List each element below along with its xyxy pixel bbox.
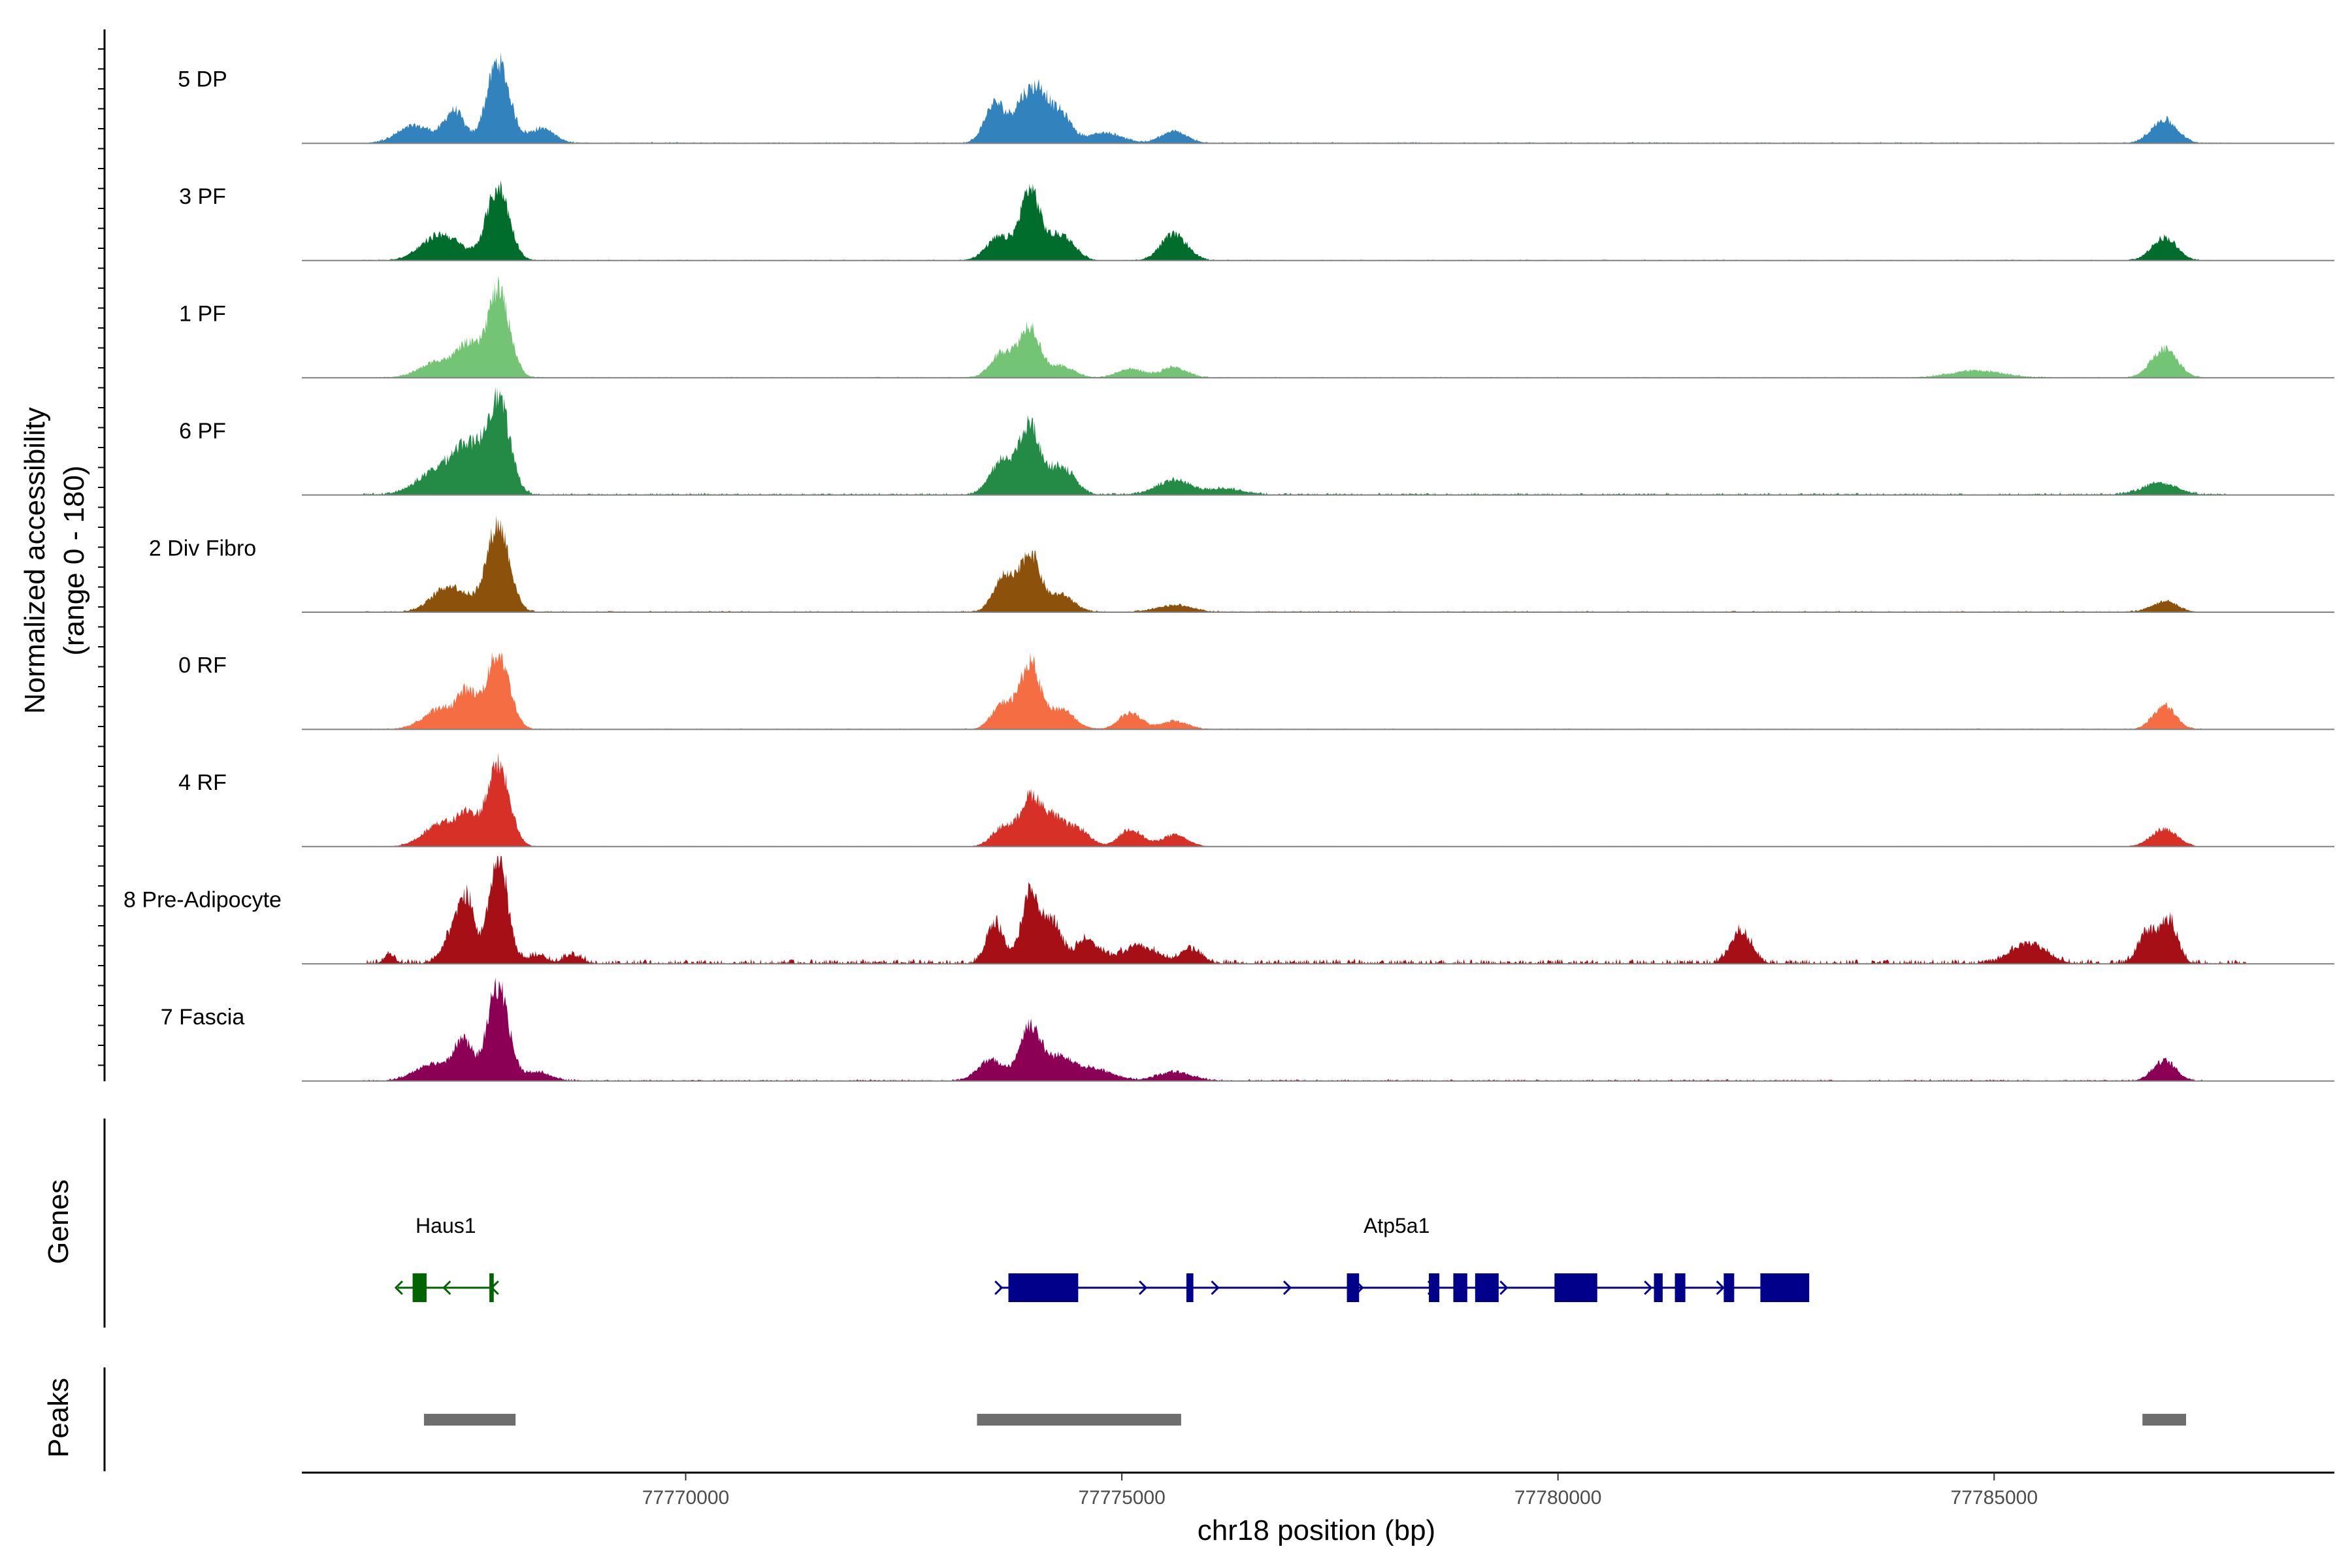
track-label: 1 PF bbox=[179, 302, 226, 327]
peaks-panel bbox=[103, 1367, 2187, 1471]
coverage-area bbox=[363, 752, 2195, 847]
track-label: 3 PF bbox=[179, 184, 226, 209]
x-tick-label: 77775000 bbox=[1078, 1487, 1165, 1509]
track-3-pf: 3 PF bbox=[179, 180, 2334, 261]
gene-exon bbox=[489, 1273, 494, 1302]
coverage-area bbox=[363, 856, 2247, 964]
x-axis: 77770000 77775000 77780000 77785000 bbox=[302, 1471, 2334, 1509]
gene-haus1: Haus1 bbox=[394, 1214, 499, 1302]
coverage-area bbox=[363, 515, 2195, 612]
track-2-div-fibro: 2 Div Fibro bbox=[149, 515, 2334, 613]
track-label: 5 DP bbox=[178, 67, 227, 92]
peaks-panel-title: Peaks bbox=[42, 1378, 74, 1458]
x-tick-label: 77785000 bbox=[1951, 1487, 2038, 1509]
track-label: 2 Div Fibro bbox=[149, 536, 256, 561]
gene-exon bbox=[1347, 1273, 1360, 1302]
gene-exon bbox=[1554, 1273, 1597, 1302]
track-label: 7 Fascia bbox=[161, 1005, 245, 1030]
track-label: 6 PF bbox=[179, 419, 226, 444]
gene-exon bbox=[1674, 1273, 1686, 1302]
coverage-area bbox=[363, 180, 2213, 261]
track-7-fascia: 7 Fascia bbox=[161, 977, 2334, 1082]
gene-label: Atp5a1 bbox=[1364, 1214, 1429, 1237]
coverage-area bbox=[363, 977, 2204, 1081]
track-6-pf: 6 PF bbox=[179, 387, 2334, 496]
strand-arrow bbox=[1282, 1280, 1292, 1296]
tracks-layer: 5 DP 3 PF 1 PF 6 PF 2 Div Fibro 0 RF 4 RF 8 Pre… bbox=[98, 29, 2334, 1082]
gene-exon bbox=[1475, 1273, 1499, 1302]
coverage-area bbox=[363, 387, 2230, 495]
track-1-pf: 1 PF bbox=[179, 276, 2334, 379]
strand-arrow bbox=[1644, 1280, 1653, 1296]
x-tick-label: 77780000 bbox=[1514, 1487, 1601, 1509]
track-label: 8 Pre-Adipocyte bbox=[123, 888, 282, 913]
gene-exon bbox=[1008, 1273, 1079, 1302]
y-axis-title: Normalized accessibility bbox=[19, 407, 51, 713]
gene-exon bbox=[1429, 1273, 1440, 1302]
track-5-dp: 5 DP bbox=[178, 52, 2334, 144]
strand-arrow bbox=[1716, 1280, 1725, 1296]
x-axis-title: chr18 position (bp) bbox=[1198, 1514, 1435, 1546]
peak-region bbox=[977, 1414, 1181, 1426]
track-label: 0 RF bbox=[178, 653, 227, 678]
gene-atp5a1: Atp5a1 bbox=[994, 1214, 1810, 1302]
strand-arrow bbox=[394, 1280, 403, 1296]
gene-exon bbox=[1654, 1273, 1663, 1302]
coverage-area bbox=[363, 651, 2204, 730]
genes-panel-title: Genes bbox=[42, 1179, 74, 1264]
strand-arrow bbox=[1211, 1280, 1220, 1296]
gene-exon bbox=[1186, 1273, 1194, 1302]
track-4-rf: 4 RF bbox=[178, 752, 2334, 847]
x-tick-label: 77770000 bbox=[642, 1487, 729, 1509]
coverage-area bbox=[363, 276, 2204, 378]
strand-arrow bbox=[1139, 1280, 1148, 1296]
gene-exon bbox=[412, 1273, 427, 1302]
coverage-area bbox=[363, 52, 2230, 144]
track-0-rf: 0 RF bbox=[178, 651, 2334, 730]
peak-region bbox=[2142, 1414, 2187, 1426]
gene-label: Haus1 bbox=[416, 1214, 476, 1237]
gene-exon bbox=[1453, 1273, 1467, 1302]
peak-region bbox=[423, 1414, 516, 1426]
gene-exon bbox=[1760, 1273, 1810, 1302]
genes-panel: Haus1 Atp5a1 bbox=[103, 1119, 1810, 1328]
y-axis-range-label: (range 0 - 180) bbox=[58, 465, 90, 655]
gene-exon bbox=[1723, 1273, 1735, 1302]
strand-arrow bbox=[442, 1280, 451, 1296]
track-8-pre-adipocyte: 8 Pre-Adipocyte bbox=[123, 856, 2334, 965]
track-label: 4 RF bbox=[178, 770, 227, 795]
strand-arrow bbox=[994, 1280, 1004, 1296]
strand-arrow bbox=[1499, 1280, 1509, 1296]
